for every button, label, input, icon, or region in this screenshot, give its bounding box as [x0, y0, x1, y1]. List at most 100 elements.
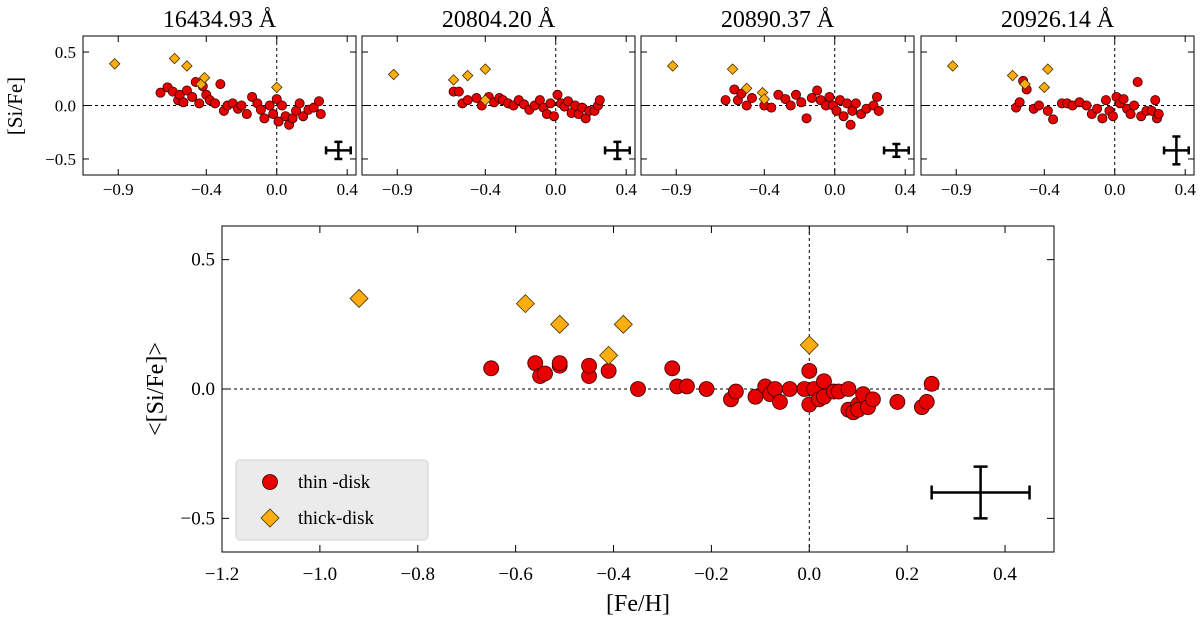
top-panel-4-thin-point-7 [1048, 114, 1059, 125]
main-thick-point-1 [515, 294, 536, 314]
top-panel-1-thin-point-38 [314, 96, 325, 107]
top-panel-1-thin-point-13 [210, 98, 221, 109]
main-thick-point-0 [349, 288, 369, 309]
top-panel-3-thick-point-4 [758, 93, 771, 105]
top-panel-4-title: 20926.14 Å [1001, 7, 1115, 33]
top-panel-1-thick-point-0 [108, 58, 121, 70]
top-panel-1-thin-point-29 [277, 100, 288, 111]
top-panel-1-thin-point-6 [181, 85, 192, 96]
legend-label-1: thin -disk [298, 472, 371, 493]
top-panel-3-title: 20890.37 Å [721, 7, 835, 33]
main-thin-point-27 [816, 373, 832, 390]
top-panel-2-thick-point-1 [447, 74, 460, 86]
main-ytick-label-0: 0.5 [191, 250, 215, 271]
top-panel-1-thin-point-39 [315, 109, 326, 120]
top-panel-4-thin-point-25 [1132, 76, 1143, 87]
main-ytick-label-1: 0.0 [191, 379, 215, 400]
main-thin-point-20 [772, 394, 788, 410]
top-panel-1-thin-point-19 [236, 100, 247, 111]
main-thin-point-3 [537, 365, 553, 382]
top-panel-2-thick-point-3 [479, 63, 492, 75]
top-panel-3-thin-point-13 [801, 113, 812, 124]
top-panel-3-thin-point-11 [790, 89, 801, 100]
main-error-bar [930, 465, 1031, 520]
top-panel-4-thick-point-3 [1038, 81, 1051, 94]
top-panel-3-thin-point-22 [838, 111, 849, 122]
top-panel-2-thin-point-20 [548, 111, 559, 122]
top-panel-4-thin-point-14 [1092, 103, 1103, 114]
top-panel-1-thin-point-5 [178, 97, 189, 108]
main-thin-point-38 [865, 391, 881, 408]
top-panel-1-thin-point-14 [215, 79, 226, 90]
main-xlabel: [Fe/H] [606, 591, 670, 617]
top-panel-1-thin-point-23 [255, 104, 266, 115]
top-panel-4-thin-point-24 [1129, 100, 1140, 111]
top-panel-4-thin-point-16 [1100, 95, 1111, 106]
top-panel-1-ytick-label-1: 0.0 [55, 97, 76, 116]
top-panel-4-thin-point-23 [1125, 109, 1136, 120]
top-panel-4-error-bar [1162, 135, 1190, 166]
top-panel-3-error-bar [882, 142, 910, 159]
main-xtick-label-8: 0.4 [993, 564, 1017, 585]
top-panel-3-thick-point-2 [740, 82, 753, 95]
top-panel-2-xtick-label-2: 0.0 [545, 180, 566, 199]
top-panel-3-thin-point-26 [850, 98, 861, 109]
top-panel-3-thin-point-30 [872, 91, 883, 102]
top-panel-3-thin-point-20 [831, 105, 842, 116]
top-panel-4-thin-point-1 [1014, 97, 1025, 108]
main-thin-point-9 [630, 381, 646, 397]
legend-label-2: thick-disk [298, 508, 374, 529]
top-panel-2-error-bar [603, 140, 631, 161]
main-ytick-label-2: −0.5 [181, 508, 215, 529]
top-panel-4-thin-point-21 [1118, 94, 1129, 105]
main-xtick-label-3: −0.6 [498, 564, 532, 585]
top-panel-4-xtick-label-2: 0.0 [1104, 180, 1125, 199]
main-thin-point-39 [889, 394, 906, 410]
top-panel-3-thick-point-0 [666, 60, 679, 72]
top-panel-1-thin-point-21 [247, 91, 258, 102]
top-panel-3-xtick-label-0: −0.9 [661, 180, 692, 199]
legend-thick-marker [260, 508, 280, 528]
main-xtick-label-1: −1.0 [303, 564, 337, 585]
main-thin-point-24 [801, 362, 818, 379]
top-panel-1-thin-point-28 [273, 116, 284, 127]
main-thin-point-42 [923, 375, 940, 392]
top-panel-3-thick-point-1 [726, 63, 739, 75]
top-panel-4-panel: −0.9 −0.4 0.0 0.4 [920, 35, 1197, 199]
top-panel-2-xtick-label-3: 0.4 [616, 180, 638, 199]
top-panel-4-thick-point-4 [1042, 63, 1054, 75]
top-panel-3-thin-point-4 [741, 100, 752, 111]
main-thin-point-31 [840, 381, 857, 397]
main-xtick-label-7: 0.2 [895, 564, 919, 585]
top-panel-1-thin-point-9 [194, 98, 205, 109]
top-panel-4-thin-point-5 [1034, 100, 1045, 111]
top-panel-3-thin-point-31 [873, 105, 884, 116]
main-xtick-label-2: −0.8 [401, 564, 435, 585]
top-panel-1-ytick-label-0: 0.5 [55, 43, 76, 62]
top-panel-4-thick-point-0 [946, 60, 959, 72]
top-panel-3-thin-point-0 [720, 95, 731, 106]
top-panel-3-thin-point-12 [796, 97, 807, 108]
main-thin-point-12 [679, 378, 695, 395]
main-thin-point-0 [483, 360, 500, 377]
top-panel-2-thick-point-0 [387, 68, 400, 81]
top-panel-3-thin-point-5 [746, 93, 757, 104]
main-thick-point-3 [599, 345, 619, 365]
main-thick-point-2 [550, 314, 570, 334]
top-panel-4-xtick-label-3: 0.4 [1175, 180, 1197, 199]
legend-thin-marker [262, 474, 278, 490]
top-panel-1-thick-point-2 [181, 60, 193, 72]
top-panel-4-thin-point-31 [1153, 109, 1164, 120]
main-panel: −1.2 −1.0 −0.8 −0.6 −0.4 −0.2 0.0 0.2 0.4 0.5 0.0 −… [181, 225, 1055, 585]
top-panel-4-thick-point-2 [1019, 78, 1031, 90]
top-panel-1-error-bar [324, 140, 352, 161]
top-panel-2-thin-point-4 [471, 93, 482, 104]
top-panel-1-thick-point-5 [270, 81, 283, 94]
main-thin-point-15 [727, 383, 744, 400]
top-panel-1-thin-point-37 [308, 102, 319, 113]
top-panel-2-thick-point-2 [461, 69, 474, 82]
top-panel-1-ytick-label-2: −0.5 [45, 150, 76, 169]
top-panel-3-xtick-label-3: 0.4 [895, 180, 917, 199]
legend: thin -disk thick-disk [235, 459, 429, 541]
